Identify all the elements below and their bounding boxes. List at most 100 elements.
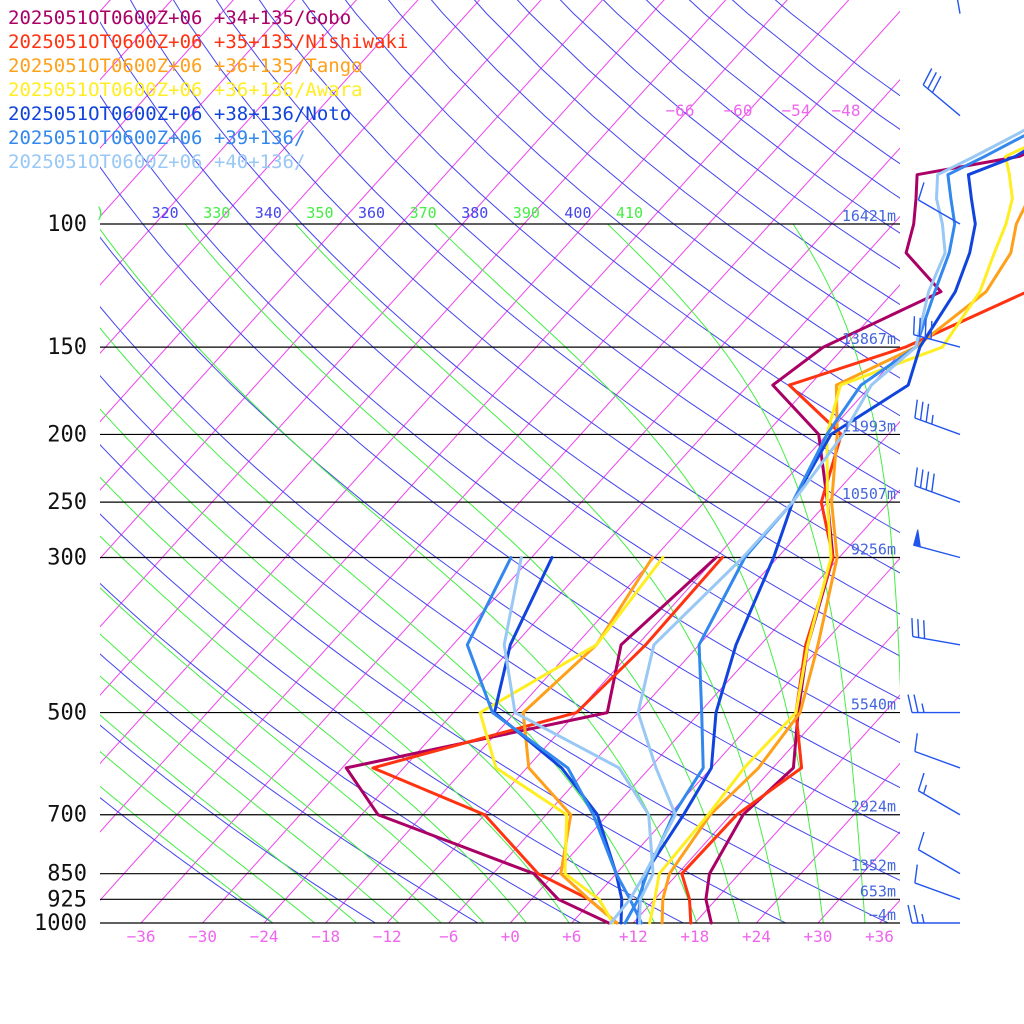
moist-adiabat-lines <box>100 223 900 923</box>
series-3-dewpoint-line <box>521 556 654 925</box>
legend: 2025051OT0600Z+06 +34+135/Gobo 2025051OT0… <box>8 6 408 174</box>
height-label: 16421m <box>842 207 896 225</box>
legend-entry: 2025051OT0600Z+06 +36+135/Tango <box>8 55 363 77</box>
temperature-tick-label: −24 <box>250 927 279 946</box>
wind-barb <box>917 831 961 875</box>
temperature-tick-label: −30 <box>188 927 217 946</box>
series-1-dewpoint-line <box>344 556 718 925</box>
isotherm-line <box>325 284 900 923</box>
pressure-tick-label: 150 <box>47 335 87 360</box>
isotherm-line <box>756 762 900 923</box>
isotherm-line <box>694 694 900 923</box>
temperature-tick-label: +36 <box>865 927 894 946</box>
moist-adiabat-line <box>100 228 698 923</box>
series-7-temperature-line <box>609 128 1024 925</box>
wind-barb <box>914 733 961 769</box>
wind-barb <box>912 316 961 348</box>
moist-adiabat-line <box>100 750 316 923</box>
theta-label: 400 <box>564 204 591 222</box>
pressure-tick-label: 100 <box>47 212 87 237</box>
isotherm-line <box>509 489 900 923</box>
wind-barb <box>913 529 961 559</box>
theta-label: ) <box>95 204 104 222</box>
isobar-lines <box>100 223 900 924</box>
legend-entry: 2025051OT0600Z+06 +34+135/Gobo <box>8 7 352 29</box>
temperature-tick-label: +0 <box>501 927 520 946</box>
moist-adiabat-line <box>184 223 740 923</box>
series-2-dewpoint-line <box>371 556 724 925</box>
wind-barb <box>922 68 961 117</box>
wind-barb <box>914 864 961 900</box>
temperature-tick-label: −6 <box>439 927 458 946</box>
isotherm-line <box>879 899 900 923</box>
pressure-tick-label: 925 <box>47 887 87 912</box>
dry-adiabat-line <box>602 0 900 234</box>
dry-adiabat-line <box>100 724 377 923</box>
theta-label: 340 <box>255 204 282 222</box>
moist-adiabat-line <box>295 223 782 923</box>
series-5-temperature-line <box>635 149 1024 925</box>
moist-adiabat-line <box>100 714 358 923</box>
height-label: 11993m <box>842 417 896 435</box>
wind-barb <box>917 772 961 816</box>
temperature-tick-label: −12 <box>373 927 402 946</box>
series-3-temperature-line <box>660 205 1024 925</box>
series-6-temperature-line <box>623 134 1024 925</box>
temperature-tick-label: +6 <box>562 927 581 946</box>
dry-adiabat-line <box>100 21 900 700</box>
series-4-dewpoint-line <box>478 556 665 925</box>
temperature-tick-label: −18 <box>311 927 340 946</box>
upper-temperature-tick-label: −48 <box>832 101 861 120</box>
theta-label: 370 <box>410 204 437 222</box>
moist-adiabat-line <box>100 785 274 923</box>
wind-barb <box>907 694 960 714</box>
dry-adiabat-line <box>100 375 890 923</box>
isotherm-line <box>448 420 900 923</box>
dry-adiabat-line <box>100 94 900 744</box>
pressure-tick-label: 250 <box>47 490 87 515</box>
wind-barb <box>911 618 961 646</box>
height-label: 2924m <box>851 798 896 816</box>
temperature-tick-label: −36 <box>127 927 156 946</box>
moist-adiabat-line <box>100 587 485 923</box>
dry-adiabat-line <box>100 582 582 923</box>
dry-adiabat-line <box>100 513 685 923</box>
dry-adiabat-line <box>172 0 900 615</box>
pressure-tick-label: 200 <box>47 422 87 447</box>
moist-adiabat-line <box>100 476 570 923</box>
legend-entry: 2025051OT0600Z+06 +36+136/Awara <box>8 79 363 101</box>
series-2-temperature-line <box>680 291 1024 925</box>
height-label: 10507m <box>842 485 896 503</box>
wind-barb <box>956 0 961 14</box>
pressure-tick-label: 300 <box>47 546 87 571</box>
moist-adiabat-line <box>607 223 866 923</box>
isotherm-line <box>386 352 900 923</box>
dry-adiabat-line <box>100 306 900 881</box>
temperature-tick-label: +24 <box>742 927 771 946</box>
moist-adiabat-line <box>100 535 528 923</box>
dry-adiabat-line <box>100 166 900 789</box>
upper-temperature-tick-label: −66 <box>666 101 695 120</box>
dry-adiabat-line <box>516 0 900 306</box>
pressure-tick-label: 700 <box>47 803 87 828</box>
isotherm-line <box>571 557 900 923</box>
series-1-temperature-line <box>704 152 1024 925</box>
dry-adiabat-line <box>344 0 900 455</box>
theta-label: 320 <box>152 204 179 222</box>
height-label: −4m <box>869 906 896 924</box>
moist-adiabat-line <box>100 408 613 923</box>
temperature-tick-label: +12 <box>619 927 648 946</box>
wind-barb <box>907 904 960 924</box>
dry-adiabat-line <box>258 0 900 534</box>
sounding-series <box>344 128 1024 925</box>
theta-label: 410 <box>616 204 643 222</box>
temperature-tick-label: +30 <box>803 927 832 946</box>
upper-temperature-tick-label: −60 <box>724 101 753 120</box>
wind-barb <box>917 182 961 225</box>
legend-entry: 2025051OT0600Z+06 +39+136/ <box>8 127 306 149</box>
series-4-temperature-line <box>648 146 1024 925</box>
pressure-tick-label: 500 <box>47 701 87 726</box>
theta-label: 350 <box>306 204 333 222</box>
